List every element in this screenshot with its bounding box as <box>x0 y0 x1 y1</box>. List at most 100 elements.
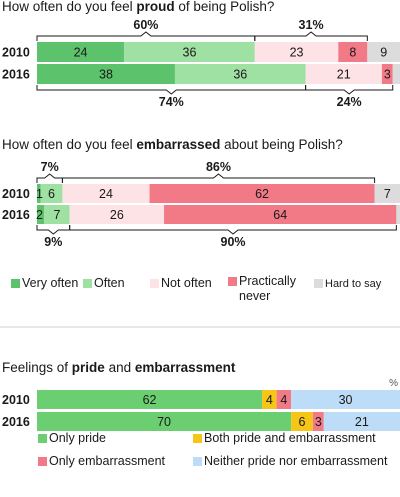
embarrassed-data-label: 6 <box>48 187 55 201</box>
embarrassed-bar-segment <box>37 184 41 203</box>
feelings-bar-segment <box>262 390 277 409</box>
feelings-legend-swatch <box>38 457 47 466</box>
embarrassed-bar-segment <box>374 184 400 203</box>
embarrassed-bar-segment <box>44 205 70 224</box>
feelings-bar-segment <box>312 412 324 431</box>
proud-bracket-label: 24% <box>337 95 362 109</box>
feelings-bar-segment <box>291 390 400 409</box>
frequency-legend-swatch <box>83 279 92 288</box>
frequency-legend-label: never <box>239 289 270 303</box>
feelings-title-bold2: embarrassment <box>135 360 236 375</box>
proud-year-label: 2016 <box>2 68 30 82</box>
feelings-legend-label: Both pride and embarrassment <box>204 431 376 445</box>
proud-data-label: 23 <box>290 46 304 60</box>
feelings-unit-label: % <box>389 378 398 389</box>
feelings-title-bold: pride <box>72 360 105 375</box>
embarrassed-bar-segment <box>396 205 400 224</box>
proud-bar-segment <box>174 64 306 84</box>
embarrassed-bar-segment <box>37 205 45 224</box>
feelings-bar-segment <box>37 412 292 431</box>
embarrassed-bar-segment <box>62 184 150 203</box>
proud-bracket-label: 74% <box>159 95 184 109</box>
proud-bar-segment <box>254 42 339 62</box>
feelings-data-label: 4 <box>280 393 287 407</box>
embarrassed-bar-segment <box>149 184 375 203</box>
frequency-legend-label: Often <box>94 276 125 290</box>
embarrassed-data-label: 7 <box>384 187 391 201</box>
feelings-legend-label: Neither pride nor embarrassment <box>204 454 388 468</box>
embarrassed-bar-segment <box>164 205 397 224</box>
embarrassed-data-label: 64 <box>273 208 287 222</box>
proud-bar-segment <box>37 64 175 84</box>
feelings-title-prefix: Feelings of <box>2 360 72 375</box>
proud-title: How often do you feel proud of being Pol… <box>2 0 274 14</box>
frequency-legend-label: Not often <box>161 276 212 290</box>
proud-bar-segment <box>37 42 125 62</box>
feelings-data-label: 6 <box>299 415 306 429</box>
feelings-bar-segment <box>323 412 400 431</box>
proud-bracket-label: 31% <box>299 18 324 32</box>
embarrassed-bracket <box>36 225 71 235</box>
proud-data-label: 3 <box>384 68 391 82</box>
proud-data-label: 36 <box>233 68 247 82</box>
feelings-bar-segment <box>291 412 313 431</box>
feelings-bar-segment <box>276 390 292 409</box>
feelings-legend: Only pride Both pride and embarrassment On… <box>38 431 388 468</box>
proud-bracket-label: 60% <box>133 18 158 32</box>
embarrassed-data-label: 7 <box>53 208 60 222</box>
proud-bar-segment <box>305 64 382 84</box>
proud-title-suffix: of being Polish? <box>175 0 275 14</box>
feelings-legend-swatch <box>193 434 202 443</box>
embarrassed-year-label: 2010 <box>2 187 30 201</box>
embarrassed-bar-segment <box>69 205 165 224</box>
feelings-legend-swatch <box>193 457 202 466</box>
proud-bracket <box>36 31 256 41</box>
feelings-data-label: 30 <box>339 393 353 407</box>
embarrassed-year-label: 2016 <box>2 208 30 222</box>
frequency-legend-swatch <box>314 279 323 288</box>
proud-bracket <box>36 85 307 95</box>
frequency-legend-label: Practically <box>239 274 297 288</box>
embarrassed-chart: How often do you feel embarrassed about … <box>2 137 400 249</box>
feelings-year-label: 2016 <box>2 415 30 429</box>
proud-year-label: 2010 <box>2 46 30 60</box>
frequency-legend-swatch <box>228 277 237 286</box>
embarrassed-data-label: 26 <box>110 208 124 222</box>
feelings-title: Feelings of pride and embarrassment <box>2 360 236 375</box>
proud-title-bold: proud <box>136 0 174 14</box>
feelings-data-label: 70 <box>157 415 171 429</box>
embarrassed-title: How often do you feel embarrassed about … <box>2 137 343 152</box>
proud-bracket <box>254 31 368 41</box>
embarrassed-bar-segment <box>40 184 63 203</box>
feelings-data-label: 3 <box>315 415 322 429</box>
proud-data-label: 38 <box>99 68 113 82</box>
proud-bar-segment <box>338 42 368 62</box>
embarrassed-data-label: 24 <box>99 187 113 201</box>
embarrassed-bracket-label: 90% <box>221 235 246 249</box>
embarrassed-data-label: 62 <box>255 187 269 201</box>
feelings-chart: Feelings of pride and embarrassment% 2010… <box>2 360 400 431</box>
embarrassed-bracket-label: 7% <box>41 160 59 174</box>
frequency-legend-label: Hard to say <box>325 278 382 290</box>
feelings-data-label: 21 <box>355 415 369 429</box>
proud-data-label: 21 <box>337 68 351 82</box>
proud-data-label: 24 <box>74 46 88 60</box>
proud-data-label: 9 <box>380 46 387 60</box>
feelings-legend-swatch <box>38 434 47 443</box>
frequency-legend-swatch <box>11 279 20 288</box>
frequency-legend: Very often Often Not often Practicallynever… <box>11 274 382 303</box>
proud-title-prefix: How often do you feel <box>2 0 136 14</box>
proud-data-label: 36 <box>183 46 197 60</box>
embarrassed-bracket <box>69 225 397 235</box>
proud-bar-segment <box>124 42 255 62</box>
proud-bar-segment <box>381 64 393 84</box>
feelings-legend-label: Only pride <box>49 431 106 445</box>
embarrassed-bracket-label: 9% <box>44 235 62 249</box>
proud-bracket <box>305 85 394 95</box>
embarrassed-data-label: 2 <box>36 208 43 222</box>
proud-data-label: 8 <box>349 46 356 60</box>
embarrassed-title-bold: embarrassed <box>136 137 220 152</box>
embarrassed-data-label: 1 <box>36 187 43 201</box>
embarrassed-bracket <box>36 173 63 183</box>
